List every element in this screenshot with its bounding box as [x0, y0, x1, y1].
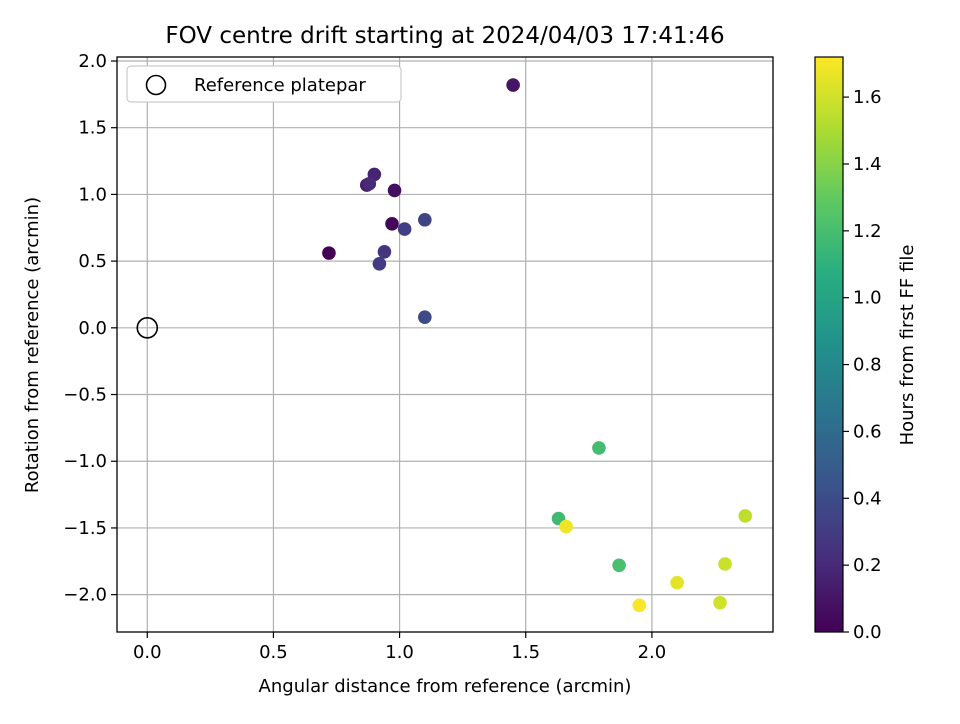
colorbar-tick-label: 0.6: [853, 421, 882, 442]
x-tick-label: 0.0: [133, 642, 162, 663]
y-axis-label: Rotation from reference (arcmin): [22, 197, 43, 493]
data-point: [387, 183, 402, 198]
legend: Reference platepar: [126, 65, 402, 103]
y-tick-label: 1.0: [78, 184, 107, 205]
data-point: [322, 246, 336, 260]
y-tick-label: 0.0: [78, 318, 107, 339]
data-point: [506, 78, 520, 92]
x-axis-label: Angular distance from reference (arcmin): [259, 676, 632, 697]
x-tick-label: 1.0: [385, 642, 414, 663]
y-tick-label: 0.5: [78, 251, 107, 272]
data-point: [397, 222, 412, 236]
legend-box: [126, 65, 402, 103]
data-point: [738, 509, 753, 523]
data-point: [418, 310, 432, 324]
y-tick-label: −2.0: [63, 585, 107, 606]
colorbar-gradient: [814, 56, 844, 633]
x-tick-label: 1.5: [511, 642, 540, 663]
data-points: [136, 78, 753, 613]
data-point: [592, 441, 606, 455]
data-point: [559, 519, 573, 534]
y-tick-label: −1.0: [63, 451, 107, 472]
y-tick-label: 1.5: [78, 118, 107, 139]
colorbar-tick-label: 1.0: [853, 288, 882, 309]
chart-title: FOV centre drift starting at 2024/04/03 …: [165, 23, 724, 49]
legend-label-reference: Reference platepar: [194, 75, 366, 96]
data-point: [418, 212, 432, 227]
colorbar-tick-label: 1.4: [853, 154, 882, 175]
data-point: [670, 575, 684, 590]
legend-marker-reference: [145, 74, 167, 96]
colorbar-tick-label: 1.6: [853, 87, 882, 108]
colorbar-ticks: 0.0 0.2 0.4 0.6 0.8 1.0 1.2 1.4 1.6: [843, 87, 882, 643]
reference-platepar-marker: [136, 317, 159, 339]
data-point: [377, 244, 392, 259]
grid-lines: [117, 57, 773, 632]
y-tick-label: −0.5: [63, 385, 107, 406]
colorbar-tick-label: 0.8: [853, 355, 882, 376]
y-tick-label: −1.5: [63, 518, 107, 539]
data-point: [713, 595, 727, 610]
data-point: [632, 598, 647, 613]
colorbar-tick-label: 0.0: [853, 622, 882, 643]
x-tick-label: 2.0: [638, 642, 667, 663]
data-point: [372, 256, 387, 271]
y-axis-ticks: −2.0 −1.5 −1.0 −0.5 0.0 0.5 1.0 1.5 2.0: [63, 51, 117, 606]
colorbar-tick-label: 0.4: [853, 488, 882, 509]
y-tick-label: 2.0: [78, 51, 107, 72]
x-tick-label: 0.5: [259, 642, 288, 663]
data-point: [612, 558, 626, 573]
data-point: [385, 216, 399, 231]
colorbar-tick-label: 0.2: [853, 555, 882, 576]
colorbar: 0.0 0.2 0.4 0.6 0.8 1.0 1.2 1.4 1.6 Hours from f…: [814, 56, 918, 643]
colorbar-label: Hours from first FF file: [897, 245, 918, 446]
x-axis-ticks: 0.0 0.5 1.0 1.5 2.0: [133, 632, 666, 663]
data-point: [362, 176, 377, 191]
colorbar-tick-label: 1.2: [853, 221, 882, 242]
data-point: [718, 557, 732, 571]
plot-area-frame: [116, 56, 774, 633]
